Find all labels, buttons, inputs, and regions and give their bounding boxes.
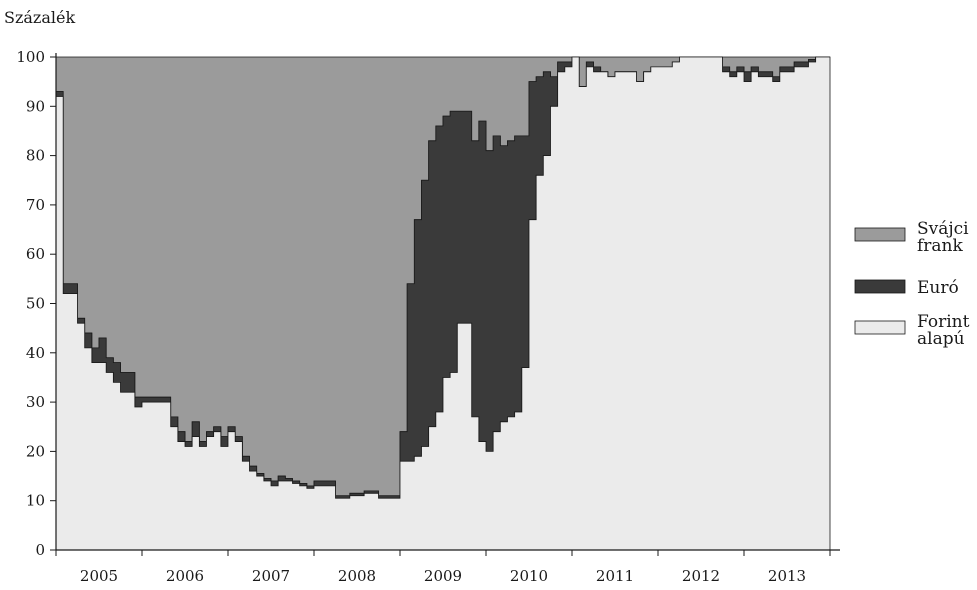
x-tick-label: 2012 [682, 567, 720, 585]
legend-label: Forint alapú [917, 312, 970, 349]
x-tick-label: 2007 [252, 567, 290, 585]
x-tick-label: 2013 [768, 567, 806, 585]
x-tick-label: 2008 [338, 567, 376, 585]
y-tick-label: 30 [26, 393, 45, 411]
legend-label: Euró [917, 278, 959, 298]
legend-item-svajci-frank: Svájci frank [854, 219, 969, 256]
legend-item-forint-alapu: Forint alapú [854, 312, 970, 349]
x-tick-label: 2011 [596, 567, 634, 585]
y-tick-label: 10 [26, 492, 45, 510]
x-tick-label: 2006 [166, 567, 204, 585]
y-axis-unit-label: Százalék [4, 8, 75, 27]
y-tick-label: 50 [26, 295, 45, 313]
y-tick-label: 100 [16, 48, 45, 66]
y-tick-label: 90 [26, 97, 45, 115]
y-tick-label: 20 [26, 442, 45, 460]
x-tick-label: 2009 [424, 567, 462, 585]
legend-swatch [854, 320, 906, 335]
x-tick-label: 2010 [510, 567, 548, 585]
x-tick-label: 2005 [80, 567, 118, 585]
y-tick-label: 60 [26, 245, 45, 263]
stacked-areas [55, 56, 831, 551]
y-tick-label: 0 [35, 541, 45, 559]
y-tick-label: 80 [26, 147, 45, 165]
y-tick-label: 40 [26, 344, 45, 362]
axes: 0 10 20 30 40 50 60 70 80 90 100 2005 2006 2007 2008 20… [16, 48, 840, 585]
legend-item-euro: Euró [854, 278, 959, 298]
y-tick-label: 70 [26, 196, 45, 214]
legend-label: Svájci frank [917, 219, 969, 256]
legend-swatch [854, 227, 906, 242]
legend: Svájci frank Euró Forint alapú [854, 219, 970, 349]
legend-swatch [854, 279, 906, 294]
